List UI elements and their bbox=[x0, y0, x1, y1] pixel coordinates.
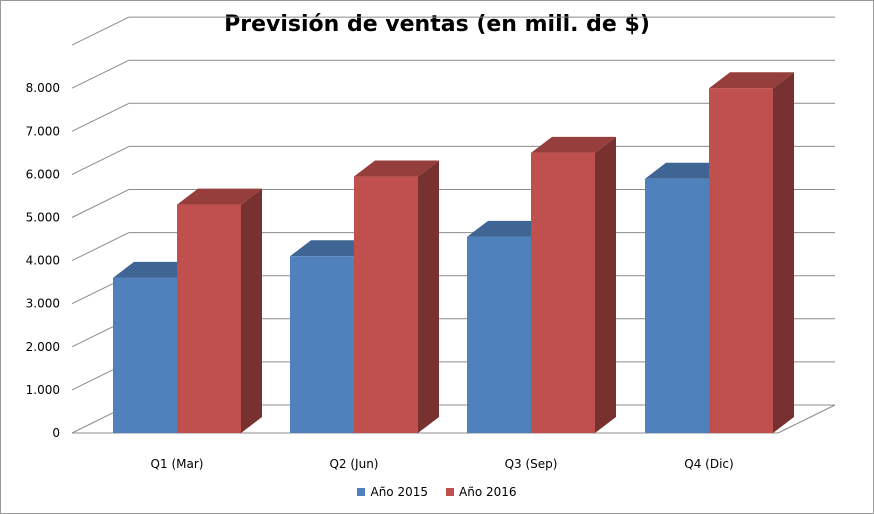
chart-plot: 0 1.000 2.000 3.000 4.000 5.000 6.000 7.000 8.00… bbox=[26, 16, 836, 471]
legend-swatch-2016 bbox=[446, 488, 454, 496]
y-tick-label: 5.000 bbox=[26, 211, 60, 225]
bar-top bbox=[531, 136, 616, 153]
floor-right-edge bbox=[777, 404, 836, 434]
bar-side bbox=[595, 136, 616, 433]
legend: Año 2015 Año 2016 bbox=[0, 485, 874, 499]
bar bbox=[354, 176, 418, 433]
bar-side bbox=[241, 188, 262, 433]
y-tick-label: 0 bbox=[52, 426, 60, 440]
y-tick-label: 3.000 bbox=[26, 297, 60, 311]
bar-top bbox=[709, 72, 794, 89]
legend-item-2015: Año 2015 bbox=[357, 485, 428, 499]
gridline-depth bbox=[71, 189, 130, 218]
x-tick-label: Q1 (Mar) bbox=[151, 457, 204, 471]
bar bbox=[467, 236, 531, 433]
bar-side bbox=[418, 160, 439, 433]
legend-item-2016: Año 2016 bbox=[446, 485, 517, 499]
bar bbox=[531, 152, 595, 433]
y-tick-label: 2.000 bbox=[26, 340, 60, 354]
gridline-depth bbox=[71, 16, 130, 46]
y-tick-label: 4.000 bbox=[26, 254, 60, 268]
y-tick-label: 8.000 bbox=[26, 81, 60, 95]
bar bbox=[645, 178, 709, 433]
bar-top bbox=[113, 261, 198, 278]
gridline-depth bbox=[71, 145, 130, 175]
x-tick-label: Q2 (Jun) bbox=[329, 457, 378, 471]
bar-top bbox=[467, 220, 552, 237]
y-tick-label: 7.000 bbox=[26, 124, 60, 138]
gridline-depth bbox=[71, 232, 130, 262]
bar-top bbox=[177, 188, 262, 205]
legend-label-2015: Año 2015 bbox=[370, 485, 428, 499]
bar bbox=[113, 277, 177, 433]
bar-top bbox=[354, 160, 439, 177]
y-tick-label: 1.000 bbox=[26, 383, 60, 397]
bar bbox=[177, 204, 241, 433]
bar-side bbox=[773, 72, 794, 433]
x-tick-label: Q3 (Sep) bbox=[505, 457, 558, 471]
gridline-depth bbox=[71, 102, 130, 132]
legend-swatch-2015 bbox=[357, 488, 366, 496]
bar-top bbox=[290, 240, 375, 257]
x-tick-label: Q4 (Dic) bbox=[684, 457, 733, 471]
gridline-depth bbox=[71, 59, 130, 89]
y-tick-label: 6.000 bbox=[26, 167, 60, 181]
bar bbox=[709, 88, 773, 433]
legend-label-2016: Año 2016 bbox=[459, 485, 517, 499]
bar bbox=[290, 256, 354, 433]
bar-top bbox=[645, 162, 730, 179]
chart-title: Previsión de ventas (en mill. de $) bbox=[224, 12, 650, 37]
